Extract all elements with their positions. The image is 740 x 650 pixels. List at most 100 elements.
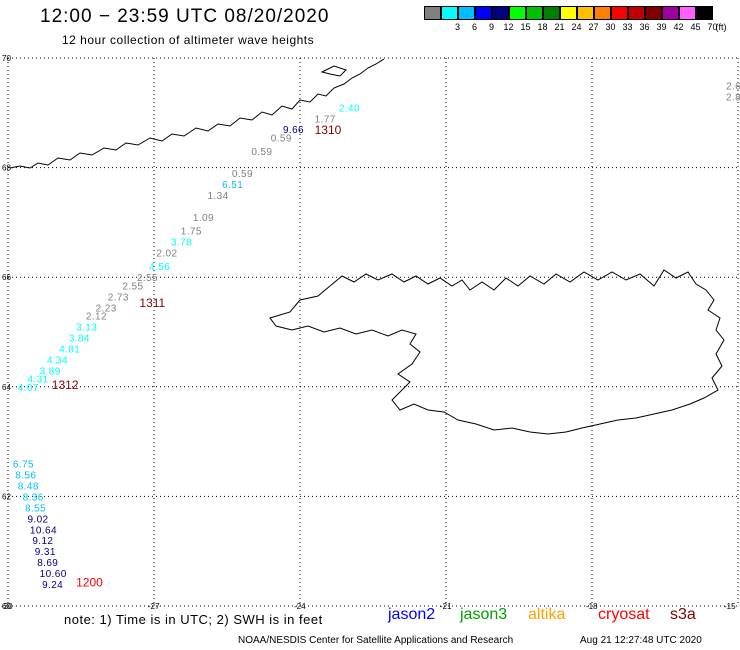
- colorbar-label: 45: [690, 22, 701, 32]
- wave-height-value: 3.84: [69, 333, 90, 344]
- colorbar-swatch: [594, 6, 611, 20]
- wave-height-value: 2.02: [156, 249, 177, 260]
- wave-height-value: 1.34: [208, 191, 229, 202]
- colorbar-label: 42: [673, 22, 684, 32]
- latitude-tick-label: 70: [2, 54, 11, 63]
- colorbar-swatch: [645, 6, 662, 20]
- colorbar-swatch: [424, 6, 441, 20]
- colorbar-swatch: [628, 6, 645, 20]
- colorbar-swatch: [509, 6, 526, 20]
- wave-height-value: 6.51: [222, 180, 243, 191]
- colorbar-swatch: [492, 6, 509, 20]
- coastlines: [9, 58, 725, 435]
- colorbar-swatch: [458, 6, 475, 20]
- legend-s3a: s3a: [670, 606, 696, 623]
- wave-height-value: 2.60: [726, 81, 740, 92]
- map-grid: [7, 57, 739, 607]
- legend-jason2: jason2: [388, 606, 436, 623]
- latitude-tick-label: 66: [2, 273, 11, 282]
- wave-height-value: 2.12: [86, 312, 107, 323]
- colorbar-label: 33: [622, 22, 633, 32]
- footer-note: note: 1) Time is in UTC; 2) SWH is in fe…: [64, 612, 323, 627]
- wave-height-value: 3.89: [40, 366, 61, 377]
- colorbar-label: 70: [707, 22, 718, 32]
- wave-height-value: 1.09: [193, 213, 214, 224]
- wave-height-value: 8.36: [23, 492, 44, 503]
- longitude-tick-label: -24: [294, 602, 306, 611]
- longitude-tick-label: -27: [148, 602, 160, 611]
- greenland-coastline: [9, 58, 385, 169]
- wave-height-value: 2.23: [96, 303, 117, 314]
- wave-height-value: 0.59: [251, 147, 272, 158]
- pass-time-label: 1200: [76, 575, 103, 589]
- colorbar-label: 21: [554, 22, 565, 32]
- longitude-tick-label: -21: [440, 602, 452, 611]
- colorbar-label: 9: [488, 22, 494, 32]
- pass-time-label: 1312: [52, 378, 79, 392]
- timestamp-text: Aug 21 12:27:48 UTC 2020: [580, 635, 702, 646]
- pass-time-label: 1310: [315, 123, 342, 137]
- wave-height-value: 2.55: [137, 273, 158, 284]
- wave-height-value: 8.55: [25, 503, 46, 514]
- colorbar-label: 15: [520, 22, 531, 32]
- colorbar-label: 24: [571, 22, 582, 32]
- longitude-tick-label: -30: [1, 602, 13, 611]
- legend-altika: altika: [528, 606, 566, 623]
- wave-height-value: 0.59: [271, 133, 292, 144]
- map-title: 12:00 − 23:59 UTC 08/20/2020: [40, 6, 330, 27]
- colorbar-label: 36: [639, 22, 650, 32]
- wave-height-value: 2.40: [339, 103, 360, 114]
- longitude-tick-label: -18: [586, 602, 598, 611]
- latitude-tick-label: 68: [2, 164, 11, 173]
- wave-height-value: 4.07: [18, 383, 39, 394]
- wave-height-value: 1.77: [315, 114, 336, 125]
- wave-height-value: 2.8: [726, 92, 740, 103]
- longitude-tick-label: -15: [724, 602, 736, 611]
- wave-height-value: 2.55: [122, 281, 143, 292]
- colorbar-swatch: [696, 6, 713, 20]
- wave-height-value: 8.48: [18, 481, 39, 492]
- colorbar-label: 30: [605, 22, 616, 32]
- latitude-tick-label: 62: [2, 492, 11, 501]
- wave-height-value: 9.24: [42, 580, 63, 591]
- colorbar-swatch: [526, 6, 543, 20]
- colorbar-swatch: [577, 6, 594, 20]
- wave-height-value: 8.69: [37, 558, 58, 569]
- wave-height-value: 8.56: [15, 470, 36, 481]
- colorbar-label: 27: [588, 22, 599, 32]
- wave-height-value: 6.75: [13, 460, 34, 471]
- wave-height-value: 0.59: [232, 169, 253, 180]
- wave-height-value: 2.73: [108, 292, 129, 303]
- wave-height-value: 3.13: [76, 323, 97, 334]
- pass-time-label: 1311: [139, 296, 165, 310]
- colorbar-swatch: [662, 6, 679, 20]
- wave-height-value: 9.12: [32, 536, 53, 547]
- wave-height-labels: 2.602.82.401.779.660.590.590.596.511.341…: [13, 81, 740, 591]
- wave-height-value: 9.66: [283, 125, 304, 136]
- iceland-coastline: [269, 269, 725, 435]
- wave-height-value: 4.56: [149, 262, 170, 273]
- colorbar-label: 39: [656, 22, 667, 32]
- legend-jason3: jason3: [460, 606, 508, 623]
- credit-text: NOAA/NESDIS Center for Satellite Applica…: [238, 635, 514, 646]
- wave-height-value: 9.31: [35, 547, 56, 558]
- wave-height-value: 10.60: [40, 569, 67, 580]
- map-subtitle: 12 hour collection of altimeter wave hei…: [62, 33, 315, 47]
- latitude-tick-label: 60: [2, 602, 11, 611]
- wave-height-value: 4.34: [47, 355, 68, 366]
- colorbar-swatch: [543, 6, 560, 20]
- colorbar-swatch: [611, 6, 628, 20]
- wave-height-value: 10.64: [30, 525, 57, 536]
- colorbar-swatch: [679, 6, 696, 20]
- colorbar-swatch: [475, 6, 492, 20]
- time-labels: 1310 1311 1312 1200: [52, 123, 342, 589]
- legend-cryosat: cryosat: [598, 606, 650, 623]
- wave-height-value: 9.02: [27, 514, 48, 525]
- colorbar-swatch: [560, 6, 577, 20]
- colorbar-label: 12: [503, 22, 514, 32]
- axis-labels: -30 -27 -24 -21 -18 -15 70 68 66 64 62 60: [1, 54, 736, 611]
- wave-height-value: 3.78: [171, 238, 192, 249]
- latitude-tick-label: 64: [2, 383, 11, 392]
- wave-height-value: 4.31: [27, 375, 48, 386]
